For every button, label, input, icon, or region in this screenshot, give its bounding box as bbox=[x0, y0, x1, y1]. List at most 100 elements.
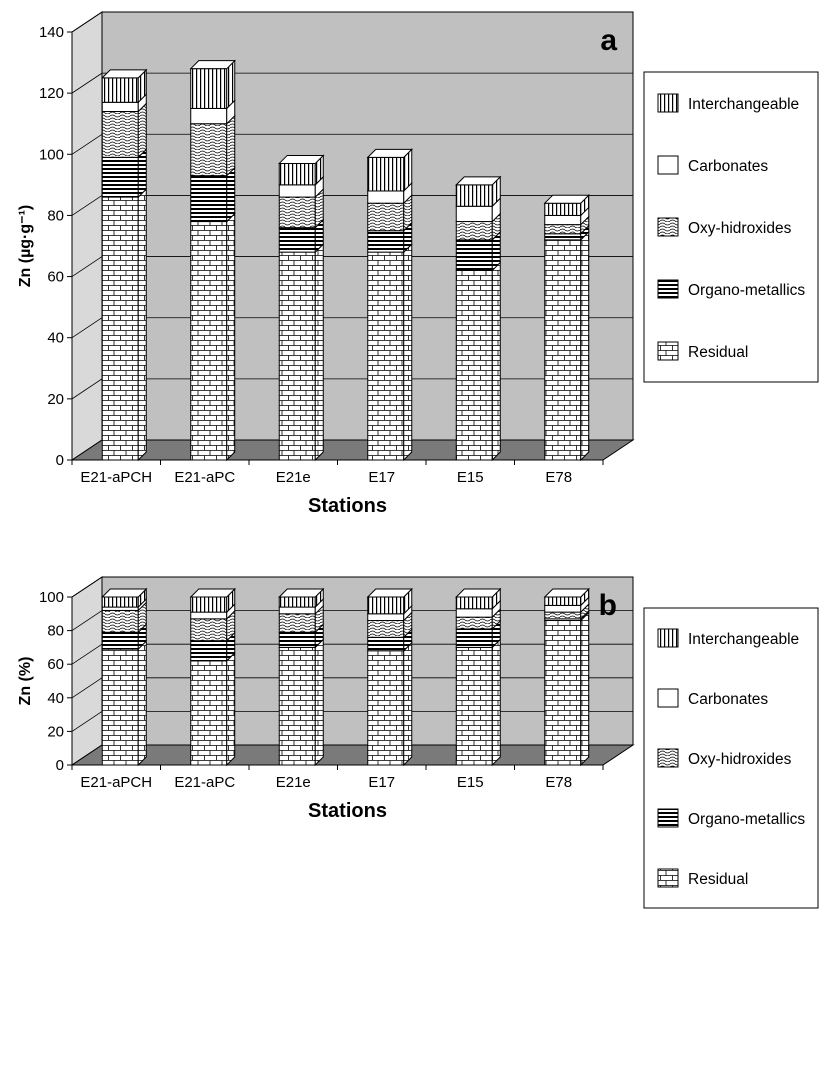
bar-carbonates bbox=[456, 609, 492, 617]
bar-carbonates bbox=[102, 102, 138, 111]
bar-top bbox=[279, 155, 323, 163]
x-tick-label: E17 bbox=[368, 774, 395, 791]
bar-residual bbox=[368, 651, 404, 765]
bar-stack-E78 bbox=[545, 589, 589, 765]
bar-residual bbox=[456, 647, 492, 765]
side-wall bbox=[72, 577, 102, 765]
legend-swatch-carbonates bbox=[658, 689, 678, 707]
bar-residual bbox=[545, 621, 581, 765]
legend-label-organo-metallics: Organo-metallics bbox=[688, 282, 805, 299]
bar-top bbox=[279, 589, 323, 597]
x-tick-label: E15 bbox=[457, 774, 484, 791]
x-tick-label: E21-aPC bbox=[174, 774, 235, 791]
bar-organo-metallics bbox=[191, 641, 227, 661]
x-tick-label: E78 bbox=[545, 469, 572, 486]
legend-swatch-interchangeable bbox=[658, 629, 678, 647]
legend-swatch-organo-metallics bbox=[658, 280, 678, 298]
y-tick-label: 0 bbox=[56, 757, 64, 774]
bar-carbonates bbox=[102, 607, 138, 610]
bar-side-residual bbox=[138, 641, 146, 765]
bar-stack-E78 bbox=[545, 195, 589, 460]
bar-residual bbox=[191, 222, 227, 460]
bar-stack-E21-aPCH bbox=[102, 589, 146, 765]
bar-side-residual bbox=[404, 643, 412, 765]
y-tick-label: 100 bbox=[39, 146, 64, 163]
bar-stack-E21-aPC bbox=[191, 589, 235, 765]
bar-interchangeable bbox=[102, 597, 138, 607]
bar-stack-E21-aPCH bbox=[102, 70, 146, 460]
bar-interchangeable bbox=[102, 78, 138, 102]
bar-top bbox=[456, 589, 500, 597]
bar-oxy-hidroxides bbox=[368, 203, 404, 231]
bar-side-residual bbox=[492, 639, 500, 765]
legend-label-interchangeable: Interchangeable bbox=[688, 96, 799, 113]
x-tick-label: E21e bbox=[276, 774, 311, 791]
bar-side-residual bbox=[138, 189, 146, 460]
bar-organo-metallics bbox=[456, 240, 492, 271]
bar-residual bbox=[102, 649, 138, 765]
bar-residual bbox=[368, 252, 404, 460]
bar-carbonates bbox=[191, 108, 227, 123]
legend-label-residual: Residual bbox=[688, 344, 748, 361]
legend-swatch-oxy-hidroxides bbox=[658, 749, 678, 767]
y-axis-label: Zn (µg·g⁻¹) bbox=[17, 205, 34, 288]
legend-swatch-carbonates bbox=[658, 156, 678, 174]
legend-swatch-residual bbox=[658, 869, 678, 887]
bar-organo-metallics bbox=[368, 637, 404, 650]
bar-side-residual bbox=[315, 639, 323, 765]
bar-residual bbox=[545, 240, 581, 460]
bar-side-residual bbox=[315, 244, 323, 460]
bar-organo-metallics bbox=[191, 176, 227, 222]
y-tick-label: 80 bbox=[47, 207, 64, 224]
bar-top bbox=[545, 589, 589, 597]
bar-oxy-hidroxides bbox=[545, 225, 581, 234]
bar-residual bbox=[191, 661, 227, 765]
x-tick-label: E21-aPC bbox=[174, 469, 235, 486]
legend-label-oxy-hidroxides: Oxy-hidroxides bbox=[688, 220, 792, 237]
bar-carbonates bbox=[279, 185, 315, 197]
bar-interchangeable bbox=[279, 597, 315, 607]
bar-oxy-hidroxides bbox=[102, 610, 138, 632]
bar-side-residual bbox=[227, 214, 235, 460]
legend-label-interchangeable: Interchangeable bbox=[688, 631, 799, 648]
bar-interchangeable bbox=[545, 597, 581, 605]
x-tick-label: E15 bbox=[457, 469, 484, 486]
y-tick-label: 0 bbox=[56, 452, 64, 469]
bar-carbonates bbox=[191, 612, 227, 619]
bar-interchangeable bbox=[191, 597, 227, 612]
bar-interchangeable bbox=[191, 69, 227, 109]
y-tick-label: 100 bbox=[39, 589, 64, 606]
y-tick-label: 120 bbox=[39, 85, 64, 102]
chart-a: 020406080100120140E21-aPCH E21-aPC E21e E17… bbox=[17, 12, 818, 517]
y-axis-label: Zn (%) bbox=[17, 657, 34, 706]
bar-oxy-hidroxides bbox=[191, 619, 227, 641]
bar-organo-metallics bbox=[456, 629, 492, 647]
y-tick-label: 140 bbox=[39, 24, 64, 41]
y-tick-label: 40 bbox=[47, 330, 64, 347]
bar-top bbox=[368, 149, 412, 157]
x-tick-label: E21-aPCH bbox=[80, 774, 152, 791]
legend-swatch-organo-metallics bbox=[658, 809, 678, 827]
bar-carbonates bbox=[456, 206, 492, 221]
bar-top bbox=[191, 61, 235, 69]
bar-interchangeable bbox=[368, 157, 404, 191]
bar-residual bbox=[279, 252, 315, 460]
bar-interchangeable bbox=[368, 597, 404, 614]
bar-interchangeable bbox=[456, 597, 492, 609]
bar-organo-metallics bbox=[545, 234, 581, 240]
y-tick-label: 40 bbox=[47, 690, 64, 707]
legend: Interchangeable Carbonates Oxy-hidroxides O… bbox=[644, 608, 818, 908]
bar-carbonates bbox=[368, 614, 404, 621]
legend: Interchangeable Carbonates Oxy-hidroxides O… bbox=[644, 72, 818, 382]
legend-label-oxy-hidroxides: Oxy-hidroxides bbox=[688, 751, 792, 768]
bar-carbonates bbox=[279, 607, 315, 614]
legend-swatch-residual bbox=[658, 342, 678, 360]
bar-side-residual bbox=[581, 232, 589, 460]
bar-stack-E15 bbox=[456, 177, 500, 460]
bar-oxy-hidroxides bbox=[279, 614, 315, 632]
panel-label: b bbox=[599, 589, 617, 622]
bar-oxy-hidroxides bbox=[456, 222, 492, 240]
legend-label-carbonates: Carbonates bbox=[688, 691, 768, 708]
panel-label: a bbox=[600, 24, 617, 57]
